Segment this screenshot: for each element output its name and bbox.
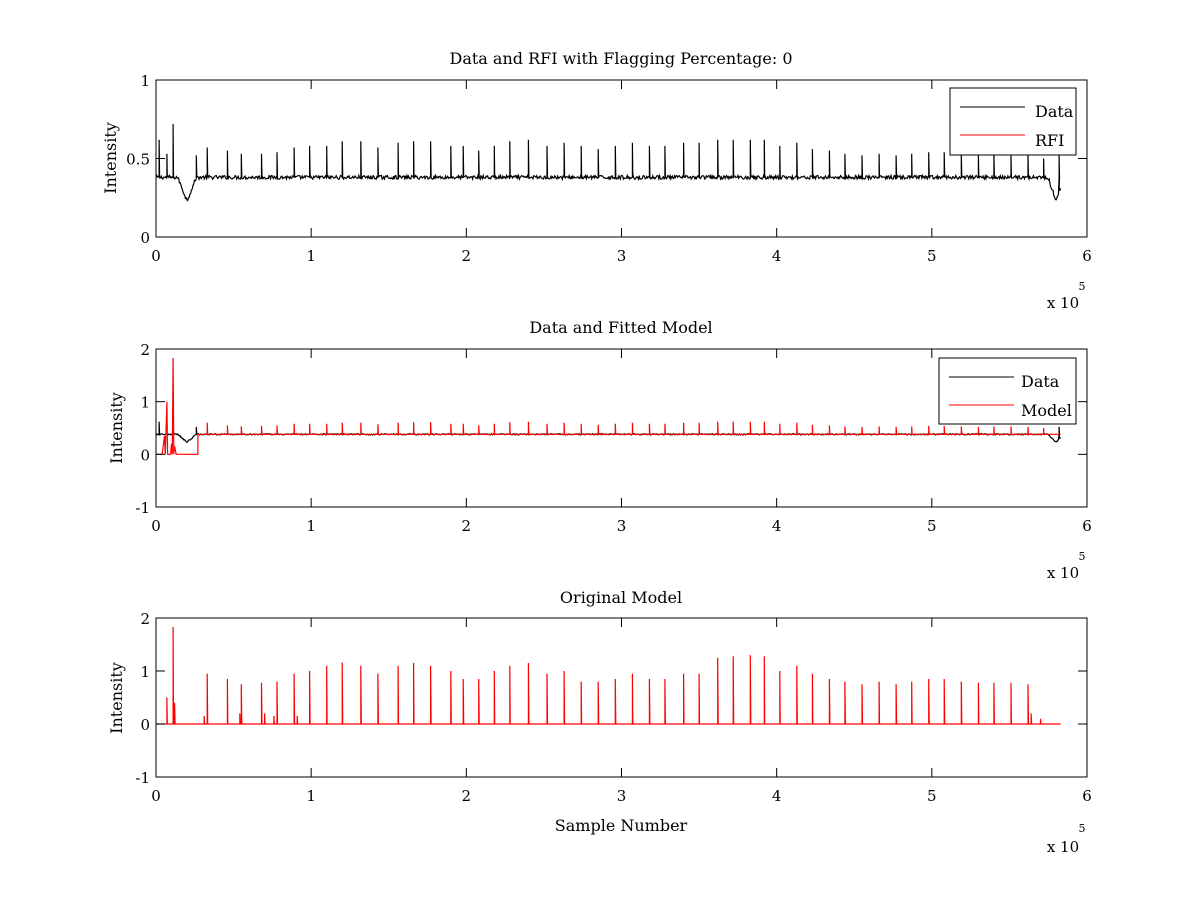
- y-tick-label: 2: [140, 341, 150, 359]
- y-tick-label: -1: [135, 499, 150, 517]
- x-tick-label: 2: [462, 517, 472, 535]
- subplot-rfi: Data and RFI with Flagging Percentage: 0…: [101, 49, 1092, 312]
- series-line-model: [156, 357, 1061, 455]
- y-tick-label: 0: [140, 716, 150, 734]
- y-tick-label: 0: [140, 446, 150, 464]
- series-line-data: [155, 123, 1062, 202]
- x-multiplier: x 10 5: [1047, 550, 1086, 582]
- legend-label-data: Data: [1035, 102, 1074, 121]
- x-tick-label: 5: [927, 787, 937, 805]
- legend-box: [938, 357, 1077, 425]
- x-tick-label: 4: [772, 517, 782, 535]
- x-tick-label: 5: [927, 517, 937, 535]
- subplot-fitted-model: Data and Fitted Model Intensity 0 1 2 3 4 5 6 -…: [107, 318, 1092, 582]
- subplot-title: Data and Fitted Model: [529, 318, 712, 337]
- x-axis-label: Sample Number: [555, 816, 688, 835]
- legend-label-data: Data: [1021, 372, 1060, 391]
- x-tick-label: 1: [306, 247, 316, 265]
- x-multiplier-exponent: 5: [1079, 550, 1086, 563]
- y-axis-label: Intensity: [107, 662, 126, 734]
- x-tick-label: 6: [1082, 517, 1092, 535]
- legend: Data RFI: [949, 87, 1077, 156]
- x-multiplier-base: x 10: [1047, 564, 1079, 582]
- x-multiplier: x 10 5: [1047, 822, 1086, 856]
- x-tick-label: 4: [772, 787, 782, 805]
- legend: Data Model: [938, 357, 1077, 425]
- y-tick-label: -1: [135, 769, 150, 787]
- subplot-title: Data and RFI with Flagging Percentage: 0: [449, 49, 792, 68]
- y-axis-label: Intensity: [101, 122, 120, 194]
- y-tick-label: 1: [140, 72, 150, 90]
- x-tick-label: 0: [151, 517, 161, 535]
- x-tick-label: 0: [151, 247, 161, 265]
- y-tick-label: 2: [140, 610, 150, 628]
- x-tick-label: 2: [462, 247, 472, 265]
- x-tick-label: 3: [617, 517, 627, 535]
- y-axis-label: Intensity: [107, 392, 126, 464]
- x-tick-label: 5: [927, 247, 937, 265]
- x-tick-label: 6: [1082, 247, 1092, 265]
- x-tick-label: 1: [306, 517, 316, 535]
- y-tick-label: 0: [140, 229, 150, 247]
- x-multiplier-exponent: 5: [1079, 822, 1086, 835]
- y-tick-label: 1: [140, 394, 150, 412]
- y-tick-label: 1: [140, 663, 150, 681]
- x-multiplier-exponent: 5: [1079, 280, 1086, 293]
- plot-area: 0 1 2 3 4 5 6 0 0.5 1: [126, 72, 1092, 265]
- x-multiplier-base: x 10: [1047, 838, 1079, 856]
- x-multiplier-base: x 10: [1047, 294, 1079, 312]
- x-tick-label: 2: [462, 787, 472, 805]
- x-tick-label: 0: [151, 787, 161, 805]
- series-line-model: [156, 626, 1061, 725]
- y-tick-label: 0.5: [126, 151, 150, 169]
- x-tick-label: 3: [617, 787, 627, 805]
- legend-label-model: Model: [1021, 401, 1072, 420]
- x-tick-label: 6: [1082, 787, 1092, 805]
- legend-label-rfi: RFI: [1035, 131, 1064, 150]
- x-tick-label: 1: [306, 787, 316, 805]
- x-multiplier: x 10 5: [1047, 280, 1086, 312]
- x-tick-label: 3: [617, 247, 627, 265]
- legend-box: [949, 87, 1077, 156]
- subplot-title: Original Model: [560, 588, 682, 607]
- x-tick-label: 4: [772, 247, 782, 265]
